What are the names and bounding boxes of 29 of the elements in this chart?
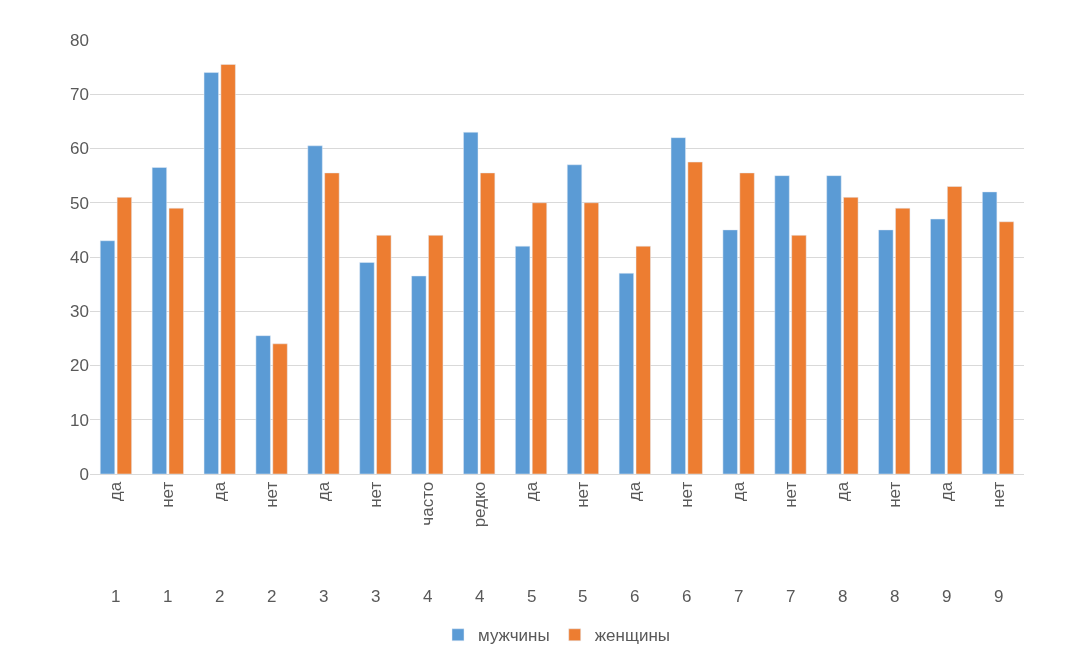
category-label: да 7 <box>729 481 749 606</box>
legend-label: мужчины <box>478 626 550 646</box>
y-tick-label: 80 <box>70 30 89 50</box>
category-label: нет 5 <box>573 481 593 606</box>
category-label: нет 2 <box>262 481 282 606</box>
category-label: нет 6 <box>677 481 697 606</box>
category-label: нет 1 <box>158 481 178 606</box>
category-label: да 2 <box>210 481 230 606</box>
category-label: да 1 <box>106 481 126 606</box>
y-tick-label: 70 <box>70 85 89 105</box>
category-label: нет 3 <box>365 481 385 606</box>
legend-label: женщины <box>594 626 671 646</box>
category-label: часто 4 <box>417 481 437 606</box>
y-tick-label: 40 <box>70 247 89 267</box>
category-label: да 3 <box>314 481 334 606</box>
y-tick-label: 0 <box>79 464 89 484</box>
category-label: нет 8 <box>884 481 904 606</box>
category-label: да 5 <box>521 481 541 606</box>
category-label: нет 9 <box>988 481 1008 606</box>
category-label: редко 4 <box>469 481 489 606</box>
y-tick-label: 10 <box>70 410 89 430</box>
category-label: да 6 <box>625 481 645 606</box>
category-label: да 8 <box>832 481 852 606</box>
category-label: нет 7 <box>781 481 801 606</box>
y-tick-label: 50 <box>70 193 89 213</box>
category-label: да 9 <box>936 481 956 606</box>
y-tick-label: 30 <box>70 302 89 322</box>
y-tick-label: 20 <box>70 356 89 376</box>
y-tick-label: 60 <box>70 139 89 159</box>
